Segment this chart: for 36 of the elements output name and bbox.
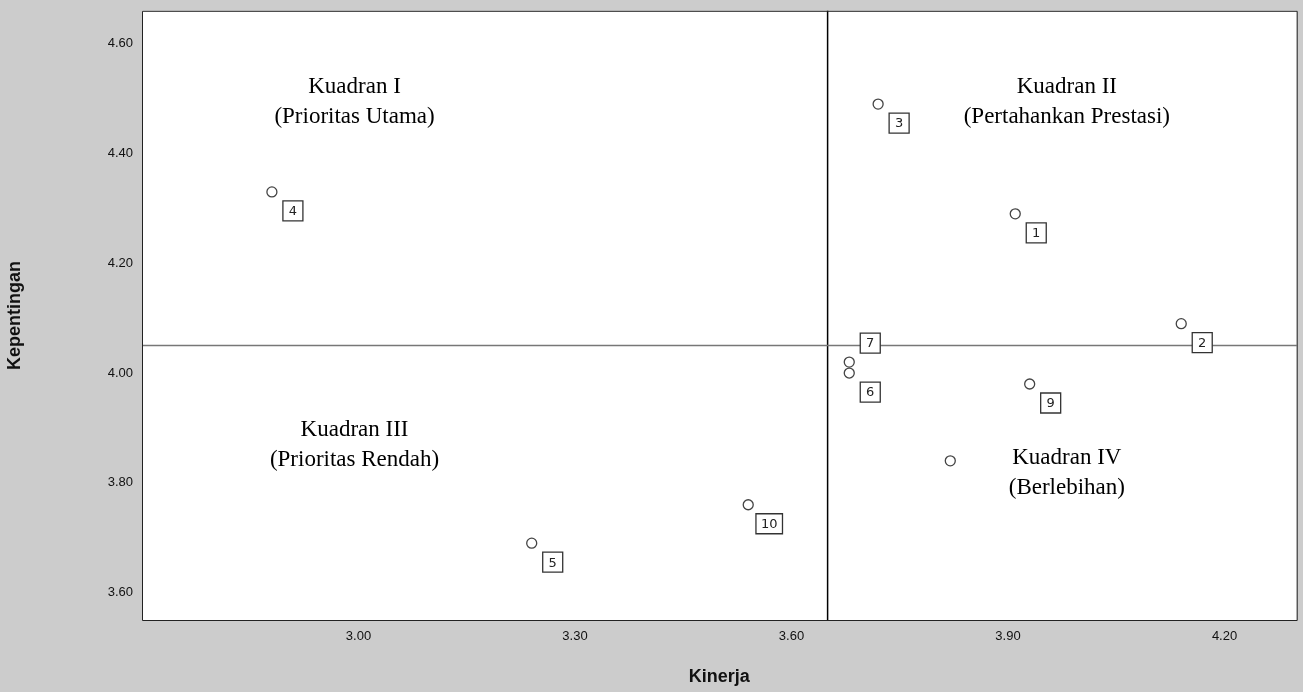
x-axis-title: Kinerja [688,666,751,687]
annotation: 6 [866,384,875,400]
y-tick-label: 4.40 [107,145,133,161]
y-tick-label: 4.00 [107,364,133,380]
annotation: 5 [548,554,557,570]
point [843,356,855,368]
annotation: 3 [894,115,904,131]
point [1024,378,1036,390]
x-tick-label: 4.20 [1211,628,1238,644]
point [1175,317,1187,330]
point [742,499,754,511]
annotation: Kuadran IV (Berlebihan) [1008,443,1125,499]
point [266,186,278,198]
annotation: Kuadran I (Prioritas Utama) [274,72,435,128]
x-tick-label: 3.30 [562,628,588,644]
point [526,537,538,549]
point [843,367,855,379]
annotation: Kuadran III (Prioritas Rendah) [269,415,440,471]
annotation: 10 [760,516,778,532]
y-tick-label: 4.60 [107,35,133,51]
annotation: 4 [288,203,298,219]
x-tick-label: 3.60 [778,628,805,644]
y-tick-label: 3.80 [107,474,133,490]
x-tick-label: 3.90 [995,628,1021,644]
annotation: Kuadran II (Pertahankan Prestasi) [963,72,1170,128]
y-tick-label: 3.60 [107,584,133,600]
y-tick-label: 4.20 [107,254,133,270]
annotation: 9 [1046,395,1055,411]
annotation: 7 [866,335,875,351]
point [944,455,956,467]
x-tick-label: 3.00 [345,628,372,644]
point [1009,208,1021,220]
y-axis-title: Kepentingan [3,260,24,370]
annotation: 2 [1198,335,1207,351]
point [872,98,884,110]
annotation: 1 [1032,225,1041,241]
